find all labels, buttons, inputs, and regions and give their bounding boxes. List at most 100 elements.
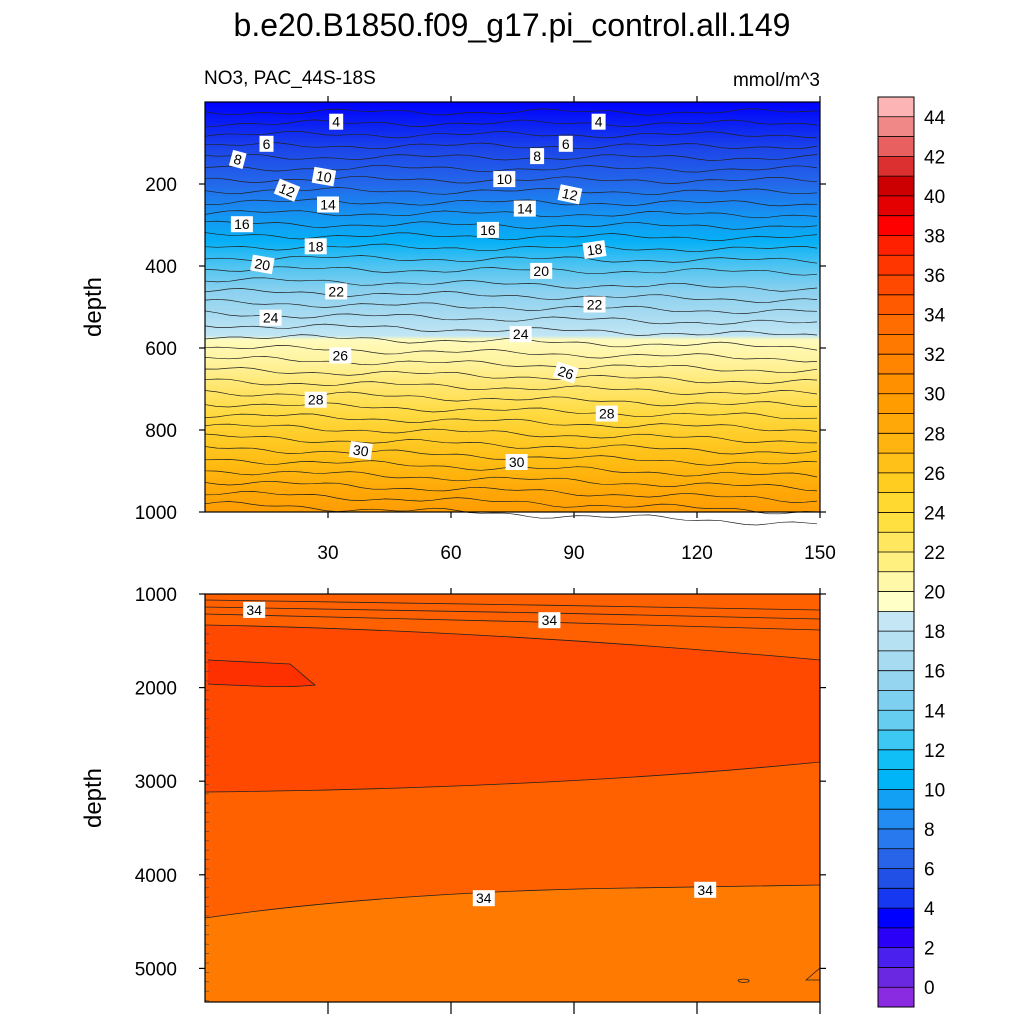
colorbar-frame: [877, 96, 915, 1008]
contour-label: 12: [557, 184, 583, 205]
contour-label: 12: [273, 178, 301, 202]
colorbar-swatch: [878, 769, 914, 790]
contour-line: [204, 323, 818, 336]
colorbar-swatch: [878, 650, 914, 671]
colorbar-swatch: [878, 868, 914, 889]
contour-label-text: 6: [562, 136, 570, 152]
contour-line: [204, 310, 818, 325]
contour-label: 30: [348, 441, 373, 460]
contour-label-text: 20: [253, 255, 271, 273]
contour-line: [204, 624, 821, 661]
contour-line: [204, 378, 818, 395]
contour-label-box: [304, 238, 327, 255]
contour-label-box: [513, 200, 536, 217]
chart-title: b.e20.B1850.f09_g17.pi_control.all.149: [234, 7, 791, 43]
contour-label-box: [348, 441, 373, 460]
colorbar-swatch: [878, 888, 914, 909]
contour-line: [204, 345, 818, 363]
contour-label: 28: [304, 391, 327, 408]
contour-line: [737, 978, 750, 983]
colorbar-swatch: [878, 156, 914, 177]
contour-line: [204, 210, 818, 219]
contour-label-text: 18: [586, 241, 604, 259]
contour-label-box: [472, 890, 495, 907]
contour-line: [204, 413, 818, 432]
contour-line: [204, 367, 818, 384]
contour-label-text: 10: [497, 171, 513, 187]
lower-plot-area: 34 34 34 34: [204, 594, 821, 1002]
contour-label: 34: [538, 612, 561, 629]
upper-panel: 4 4 6 6 8 8 10 10 12 12 14 14 16 16 18 18 20 20 22 22 24 24 26…: [80, 96, 836, 564]
x-tick-label: 60: [440, 543, 461, 564]
colorbar-swatch: [878, 749, 914, 770]
lower-band-32-34: [205, 885, 820, 1002]
contour-label: 6: [558, 135, 573, 152]
colorbar-swatch: [878, 947, 914, 968]
colorbar-swatch: [878, 116, 914, 137]
contour-line: [204, 266, 818, 276]
y-tick-label: 1000: [135, 585, 177, 606]
contour-line: [204, 390, 818, 407]
colorbar-label: 34: [924, 306, 946, 327]
lower-band-34-36: [205, 625, 820, 792]
colorbar-label: 6: [924, 860, 935, 881]
colorbar-label: 20: [924, 583, 945, 604]
lower-contour-labels: 34 34 34 34: [243, 601, 717, 907]
contour-label-text: 10: [315, 167, 333, 185]
colorbar-swatch: [878, 433, 914, 454]
lower-axes: 1000 2000 3000 4000 5000: [135, 585, 826, 1014]
colorbar-label: 8: [924, 820, 935, 841]
colorbar-swatch: [878, 453, 914, 474]
contour-label-text: 12: [277, 180, 298, 201]
contour-label: 22: [325, 283, 348, 300]
colorbar-swatch: [878, 690, 914, 711]
variable-region-subtitle: NO3, PAC_44S-18S: [204, 68, 376, 89]
units-label: mmol/m^3: [733, 70, 820, 91]
y-tick-label: 3000: [135, 772, 177, 793]
contour-line: [204, 298, 818, 314]
contour-line: [204, 761, 821, 793]
colorbar-swatch: [878, 334, 914, 355]
contour-line: [204, 220, 818, 230]
contour-label-text: 6: [263, 136, 271, 152]
contour-label-box: [591, 113, 606, 130]
lower-frame: [204, 593, 821, 1003]
contour-label-text: 14: [517, 201, 533, 217]
contour-label-box: [558, 135, 573, 152]
contour-label: 4: [591, 113, 606, 130]
colorbar-label: 40: [924, 187, 945, 208]
colorbar-label: 28: [924, 424, 945, 445]
contour-line: [204, 288, 818, 303]
colorbar-swatch: [878, 611, 914, 632]
contour-line: [204, 198, 818, 207]
colorbar: 0246810121416182022242628303234363840424…: [877, 96, 946, 1008]
contour-line: [204, 153, 818, 161]
colorbar-swatch: [878, 730, 914, 751]
contour-label-box: [530, 262, 553, 279]
contour-label: 26: [329, 347, 352, 364]
colorbar-swatch: [878, 571, 914, 592]
contour-label-text: 26: [556, 363, 576, 383]
contour-line: [204, 402, 818, 420]
colorbar-label: 42: [924, 147, 945, 168]
contour-label-text: 4: [332, 114, 340, 130]
colorbar-label: 12: [924, 741, 945, 762]
contour-label-box: [250, 254, 275, 275]
contour-label: 4: [329, 113, 344, 130]
contour-line: [204, 423, 818, 444]
contour-label: 10: [493, 171, 516, 188]
contour-line: [204, 613, 821, 631]
contour-line: [204, 119, 818, 128]
contour-line: [204, 334, 818, 351]
upper-axes: 200 400 600 800 1000 30 60 90 120 150: [135, 96, 836, 564]
contour-label-text: 16: [480, 222, 496, 238]
contour-label-box: [273, 178, 301, 202]
colorbar-swatch: [878, 373, 914, 395]
contour-label-box: [228, 149, 247, 169]
colorbar-label: 44: [924, 108, 946, 129]
contour-label: 18: [304, 238, 327, 255]
contour-label-text: 16: [234, 216, 250, 232]
contour-label-text: 28: [599, 406, 615, 422]
colorbar-swatch: [878, 927, 914, 948]
contour-line: [204, 165, 818, 173]
